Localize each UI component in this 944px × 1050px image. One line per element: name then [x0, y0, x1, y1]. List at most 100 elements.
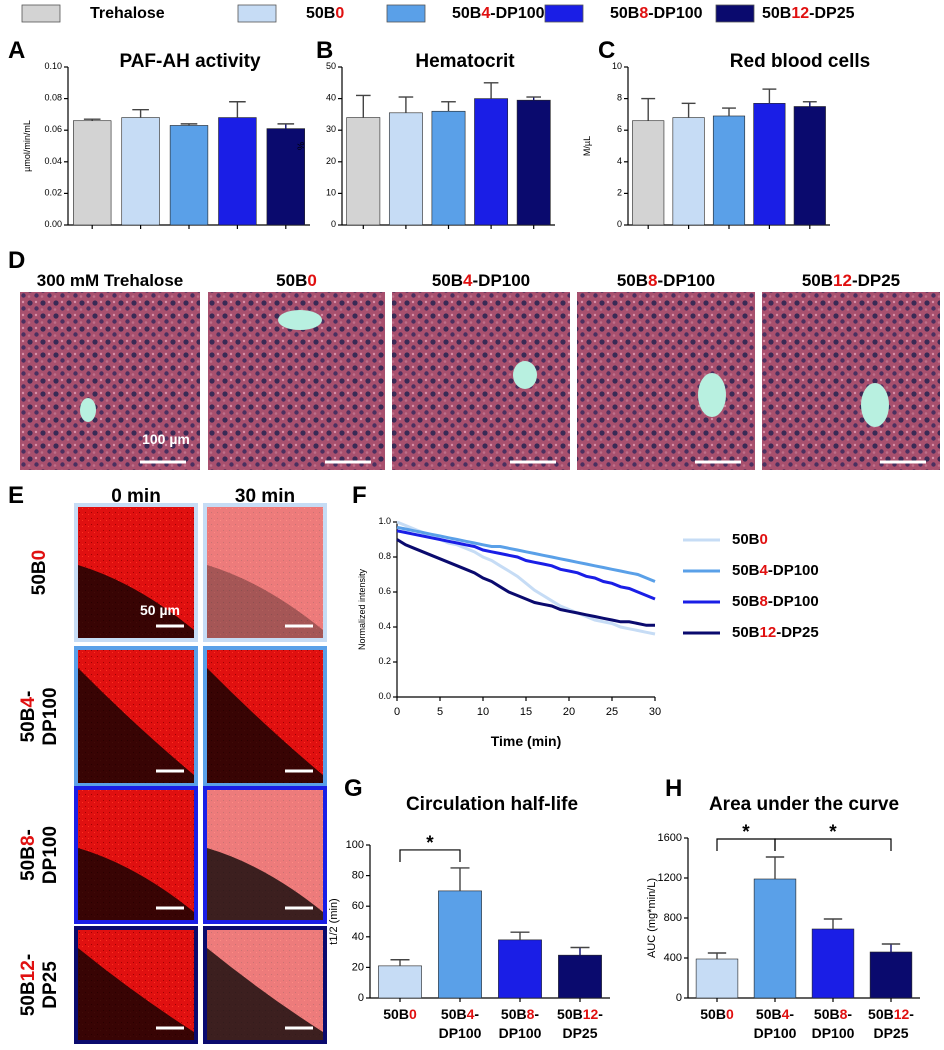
row-label: 50B0 [29, 550, 50, 595]
y-axis-label: t1/2 (min) [328, 898, 340, 944]
bar [632, 120, 665, 226]
legend-swatch [237, 4, 277, 23]
dark-region [207, 668, 323, 783]
y-tick-label: 60 [352, 900, 364, 912]
dark-region [207, 848, 323, 920]
data-line [396, 529, 656, 601]
fluorescence-image [203, 503, 327, 642]
legend-label: 50B4-DP100 [452, 5, 545, 22]
y-tick-label: 0 [358, 992, 364, 1004]
x-axis-label: Time (min) [491, 733, 562, 749]
y-tick-label: 10 [326, 188, 336, 198]
x-tick-label: 50B12-DP25 [868, 1006, 914, 1041]
y-axis-label: M/µL [582, 136, 592, 156]
panel-letter: C [598, 37, 615, 64]
bar [438, 890, 482, 999]
vessel [861, 383, 889, 427]
dark-region [78, 668, 194, 783]
y-tick-label: 800 [664, 912, 682, 924]
y-tick-label: 0 [331, 219, 336, 229]
panel-letter: E [8, 482, 24, 509]
image-border [203, 926, 327, 1044]
bar [346, 117, 381, 226]
bar [793, 106, 826, 226]
vessel [513, 361, 537, 389]
x-tick-label: 20 [563, 706, 575, 718]
bar [474, 98, 509, 226]
legend-label: 50B8-DP100 [610, 5, 703, 22]
image-title: 50B12-DP25 [802, 271, 900, 290]
scale-label: 100 µm [142, 431, 190, 447]
panel-letter: G [344, 775, 363, 802]
image-title: 300 mM Trehalose [37, 271, 183, 290]
column-label: 0 min [111, 486, 161, 507]
legend-label: 50B12-DP25 [732, 624, 819, 641]
y-axis-label: Normalized intensity [357, 568, 367, 650]
bar [388, 112, 423, 226]
legend-swatch [544, 4, 584, 23]
legend-label: 50B12-DP25 [762, 5, 855, 22]
image-title: 50B0 [276, 271, 317, 290]
image-border [74, 786, 198, 924]
histology-image [577, 292, 755, 470]
y-tick-label: 0.10 [44, 61, 62, 71]
bar [712, 115, 746, 226]
row-label: 50B12-DP25 [18, 954, 61, 1016]
bar [753, 103, 786, 226]
bar [218, 117, 257, 226]
legend-label: 50B4-DP100 [732, 562, 819, 579]
bar [431, 110, 466, 226]
y-tick-label: 0.8 [378, 551, 391, 561]
bar [266, 128, 305, 226]
histology-image [20, 292, 200, 470]
legend-label: Trehalose [90, 5, 165, 22]
y-axis-label: µmol/min/mL [22, 120, 32, 172]
y-axis-label: % [296, 142, 306, 150]
y-tick-label: 1600 [658, 832, 682, 844]
y-tick-label: 1.0 [378, 516, 391, 526]
scale-label: 50 µm [140, 602, 180, 618]
y-tick-label: 0.0 [378, 691, 391, 701]
panel-letter: B [316, 37, 333, 64]
image-border [74, 503, 198, 642]
chart-title: Hematocrit [415, 51, 515, 72]
y-tick-label: 50 [326, 61, 336, 71]
chart-title: PAF-AH activity [119, 51, 261, 72]
vessel [80, 398, 96, 422]
y-tick-label: 10 [612, 61, 622, 71]
panel-letter: F [352, 482, 367, 509]
dark-region [78, 565, 194, 638]
dark-region [207, 948, 323, 1040]
x-tick-label: 50B4-DP100 [754, 1006, 797, 1041]
bar [516, 99, 551, 226]
y-tick-label: 0.04 [44, 156, 62, 166]
vessel [278, 310, 322, 330]
bar [695, 958, 739, 999]
y-tick-label: 0.4 [378, 621, 391, 631]
bar [73, 120, 112, 226]
y-tick-label: 400 [664, 952, 682, 964]
bar [169, 125, 209, 226]
x-tick-label: 50B8-DP100 [812, 1006, 855, 1041]
data-line [396, 525, 656, 583]
bar [811, 928, 855, 999]
y-axis-label: AUC (mg*min/L) [646, 878, 658, 958]
image-title: 50B8-DP100 [617, 271, 715, 290]
dark-region [207, 565, 323, 638]
significance-label: * [829, 822, 837, 843]
x-tick-label: 50B12-DP25 [557, 1006, 603, 1041]
legend-swatch [715, 4, 755, 23]
x-tick-label: 10 [477, 706, 489, 718]
bar [121, 117, 160, 226]
y-tick-label: 20 [326, 156, 336, 166]
x-tick-label: 50B0 [700, 1006, 734, 1022]
bar [672, 117, 705, 226]
y-tick-label: 2 [617, 188, 622, 198]
y-tick-label: 8 [617, 93, 622, 103]
chart-title: Area under the curve [709, 794, 899, 815]
x-tick-label: 25 [606, 706, 618, 718]
legend-label: 50B8-DP100 [732, 593, 819, 610]
y-tick-label: 0.6 [378, 586, 391, 596]
chart-title: Red blood cells [730, 51, 870, 72]
